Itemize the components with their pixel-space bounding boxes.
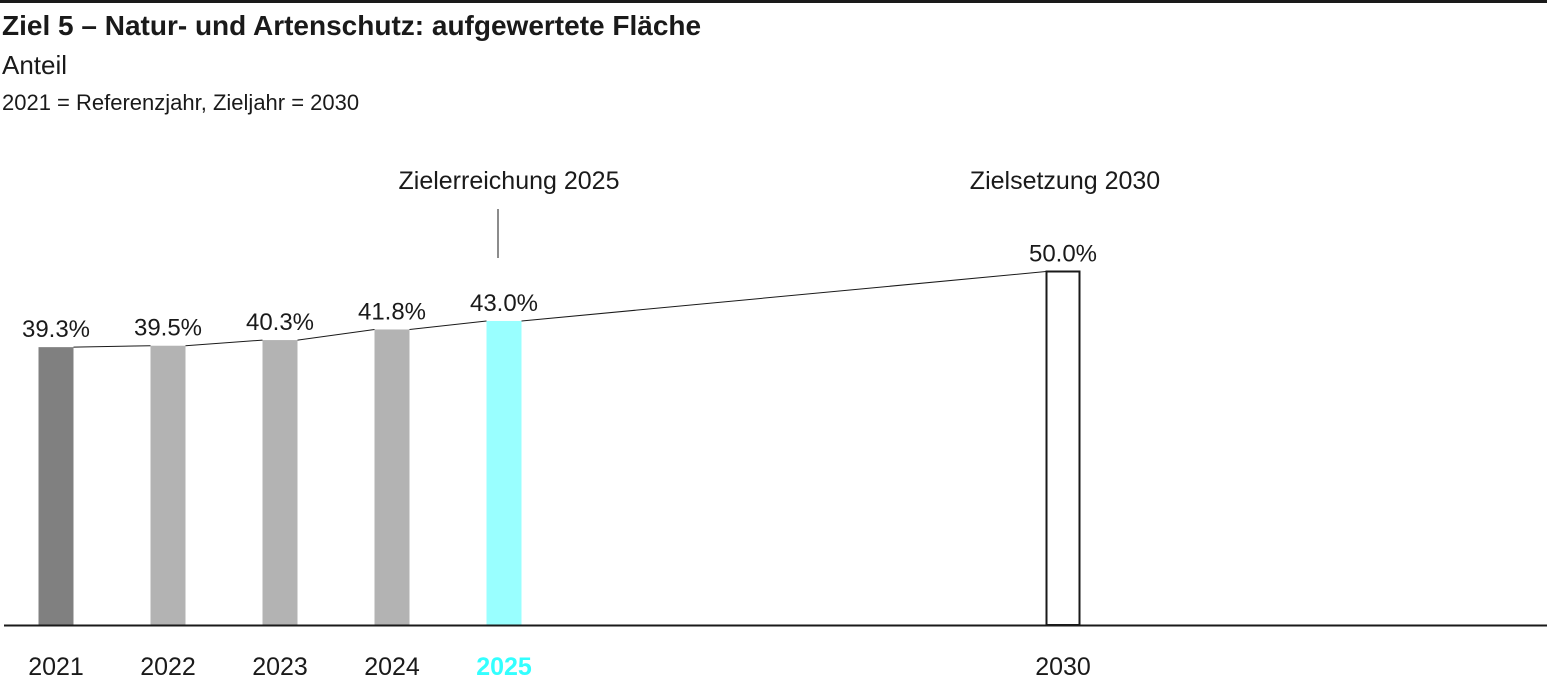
chart-title: Ziel 5 – Natur- und Artenschutz: aufgewe… — [2, 10, 702, 41]
bar-2025 — [486, 320, 522, 625]
value-labels-group: 39.3% 39.5% 40.3% 41.8% 43.0% 50.0% — [18, 237, 1101, 348]
bar-2030 — [1045, 270, 1081, 626]
bar-2022 — [150, 345, 186, 625]
value-label-2021: 39.3% — [22, 316, 90, 343]
tick-label-2022: 2022 — [140, 653, 196, 681]
tick-label-2021: 2021 — [28, 653, 84, 681]
bars-group — [38, 270, 1081, 626]
tick-label-2030: 2030 — [1035, 653, 1091, 681]
value-label-2025: 43.0% — [470, 290, 538, 317]
value-label-2030: 50.0% — [1029, 241, 1097, 268]
tick-label-2023: 2023 — [252, 653, 308, 681]
value-label-2022: 39.5% — [134, 315, 202, 342]
tick-labels-group: 2021 2022 2023 2024 2025 2030 — [28, 653, 1091, 681]
connector-lines — [73, 271, 1047, 348]
top-rule — [0, 0, 1547, 3]
tick-label-2024: 2024 — [364, 653, 420, 681]
connector-path — [73, 271, 1047, 348]
bar-2023 — [262, 340, 298, 625]
value-label-2024: 41.8% — [358, 298, 426, 325]
annotation-current: Zielerreichung 2025 — [399, 167, 620, 195]
value-label-2023: 40.3% — [246, 309, 314, 336]
annotation-target: Zielsetzung 2030 — [970, 167, 1160, 195]
bar-2021 — [38, 347, 74, 625]
chart-subtitle: Anteil — [2, 50, 68, 80]
chart-note: 2021 = Referenzjahr, Zieljahr = 2030 — [2, 90, 360, 115]
tick-label-2025: 2025 — [476, 653, 532, 681]
bar-2024 — [374, 329, 410, 625]
